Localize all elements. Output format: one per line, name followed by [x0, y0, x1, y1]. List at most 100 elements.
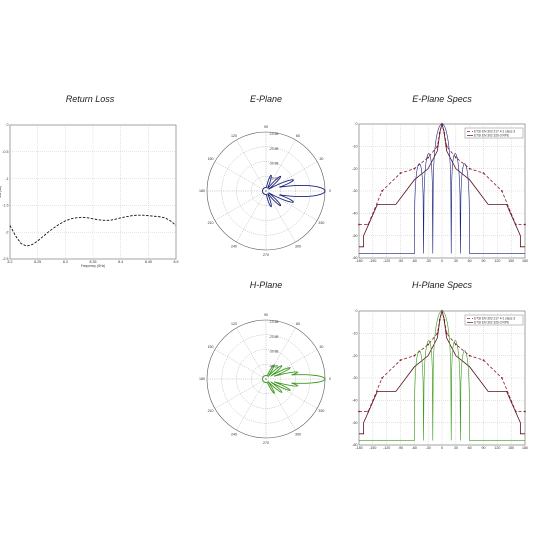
h_plane-angle-label: 120 [231, 322, 237, 326]
return_loss-xlabel: Frequency (GHz) [81, 264, 105, 268]
h_specs-xtick: -120 [383, 446, 390, 450]
h_specs-xtick: -150 [369, 446, 376, 450]
h_specs-mask-marker [381, 377, 383, 379]
return_loss-ytick: -2.5 [2, 257, 8, 261]
h_specs-mask-marker [427, 343, 430, 346]
e_specs-ytick: -50 [352, 234, 357, 238]
h_plane-r-label: -30 dB [269, 350, 278, 354]
e_plane-r-label: -20 dB [269, 147, 278, 151]
h_plane-angle-label: 270 [263, 441, 269, 445]
h_plane-angle-label: 210 [208, 409, 214, 413]
h_specs-mask-marker [358, 410, 360, 413]
h_plane-spoke [236, 378, 267, 431]
e_specs-xtick: -90 [398, 259, 403, 263]
h_plane-spoke [236, 327, 267, 380]
e_specs-xtick: 150 [508, 259, 514, 263]
h_specs-ytick: -10 [352, 332, 357, 336]
h_specs-xtick: 150 [508, 446, 514, 450]
e_plane-angle-label: 0 [329, 189, 331, 193]
h_specs-legend-entry: ETSI EN 302 217 4-1 class 3 [474, 317, 515, 321]
e_plane-spoke [236, 139, 267, 192]
h_specs-xtick: 180 [522, 446, 528, 450]
title-return-loss: Return Loss [65, 94, 115, 104]
h_plane-angle-label: 150 [208, 345, 214, 349]
return_loss-xtick: 8.3 [63, 260, 68, 264]
e_specs-ytick: -10 [352, 145, 357, 149]
h_plane-angle-label: 30 [319, 345, 323, 349]
return_loss-xtick: 8.5 [174, 260, 179, 264]
e_specs-xtick: -120 [383, 259, 390, 263]
h_specs-mask-marker [482, 359, 485, 362]
e_plane-angle-label: 90 [264, 125, 268, 129]
h_specs-mask-marker [454, 343, 457, 346]
h_specs-xtick: -60 [412, 446, 417, 450]
h_specs-ytick: -60 [352, 443, 357, 447]
e_specs-mask-marker [413, 167, 416, 170]
h_plane-spoke [214, 349, 267, 380]
e_plane-angle-label: 300 [295, 245, 301, 249]
e_specs-mask-marker [399, 172, 402, 175]
e_specs-xtick: -180 [355, 259, 362, 263]
e_specs-pattern-line [359, 123, 525, 254]
h_specs-xtick: 30 [454, 446, 458, 450]
h_plane-r-label: -20 dB [269, 335, 278, 339]
e_specs-mask-marker [358, 223, 360, 226]
e_plane-pattern [262, 174, 326, 208]
h_specs-ytick: -50 [352, 421, 357, 425]
return_loss-plot: 8.2 8.25 8.3 8.35 8.4 8.45 8.5 0 -0.5 -1 -1.5 -2 -2.… [0, 123, 179, 268]
e_specs-xtick: 0 [441, 259, 443, 263]
e_plane-angle-label: 330 [318, 221, 324, 225]
h_plane-angle-label: 330 [318, 409, 324, 413]
h_specs-mask-marker [399, 359, 402, 362]
h_specs-mask-marker [524, 410, 526, 413]
h_specs-plot: -180 -150 -120 -90 -60 -30 0 30 60 90 120 150 180 0 -1… [352, 309, 528, 450]
h_specs-ytick: -20 [352, 354, 357, 358]
e_plane-r-label: -10 dB [269, 132, 278, 136]
e_specs-xtick: 90 [482, 259, 486, 263]
e_plane-angle-label: 30 [319, 157, 323, 161]
return_loss-ytick: -0.5 [2, 150, 8, 154]
e_plane-r-label: -30 dB [269, 162, 278, 166]
e_specs-ytick: 0 [356, 122, 358, 126]
e_specs-xtick: 60 [468, 259, 472, 263]
h_plane-angle-label: 90 [264, 313, 268, 317]
e_specs-xtick: -30 [426, 259, 431, 263]
h_specs-xtick: -30 [426, 446, 431, 450]
h_specs-ytick: -40 [352, 399, 357, 403]
h_specs-ytick: 0 [356, 309, 358, 313]
h_specs-xtick: 60 [468, 446, 472, 450]
e_plane-r-label: -40 dB [269, 176, 278, 180]
h_specs-mask-marker [501, 377, 503, 379]
title-h-specs: H-Plane Specs [411, 280, 473, 290]
e_specs-mask-marker [468, 167, 471, 170]
return_loss-xtick: 8.4 [118, 260, 123, 264]
h_specs-xtick: 90 [482, 446, 486, 450]
return_loss-ytick: -1.5 [2, 204, 8, 208]
e_plane-angle-label: 150 [208, 157, 214, 161]
h_plane-angle-label: 0 [329, 377, 331, 381]
e_plane-angle-label: 180 [199, 189, 205, 193]
return_loss-ylabel: S11 (dB) [0, 186, 2, 198]
h_plane-angle-label: 300 [295, 433, 301, 437]
e_plane-angle-label: 210 [208, 221, 214, 225]
title-e-specs: E-Plane Specs [412, 94, 472, 104]
e_specs-legend-entry: ETSI EN 302 217 4-1 class 3 [474, 130, 515, 134]
h_specs-mask-marker [468, 354, 471, 357]
e_specs-xtick: 180 [522, 259, 528, 263]
e_specs-xtick: -150 [369, 259, 376, 263]
e_specs-ytick: -40 [352, 212, 357, 216]
e_plane-ring [251, 176, 281, 206]
h_plane-pattern [262, 364, 326, 394]
e_specs-plot: -180 -150 -120 -90 -60 -30 0 30 60 90 120 150 180 0 -1… [352, 122, 528, 263]
h_plane-spoke [265, 327, 296, 380]
h_plane-r-label: -10 dB [269, 320, 278, 324]
e_specs-ytick: -20 [352, 167, 357, 171]
e_specs-mask-marker [381, 190, 383, 192]
e_specs-xtick: 120 [494, 259, 500, 263]
e_specs-legend [464, 127, 524, 139]
e_plane-spoke [214, 190, 267, 221]
e_specs-xtick: -60 [412, 259, 417, 263]
e_specs-mask-marker [482, 172, 485, 175]
h_plane-angle-label: 240 [231, 433, 237, 437]
